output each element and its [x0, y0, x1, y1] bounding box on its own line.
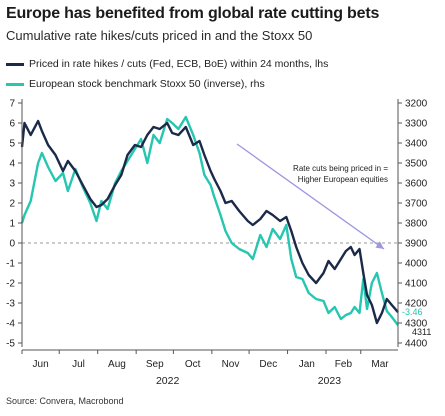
x-tick-label: Dec — [259, 359, 277, 370]
legend: Priced in rate hikes / cuts (Fed, ECB, B… — [6, 54, 328, 94]
x-year-label: 2023 — [318, 375, 342, 387]
y-right-tick-label: 3400 — [405, 139, 428, 150]
x-tick-label: Nov — [222, 359, 240, 370]
y-left-tick-label: -3 — [6, 299, 15, 310]
annotation-arrow — [236, 143, 385, 250]
x-tick-label: Aug — [108, 359, 126, 370]
legend-item-rate: Priced in rate hikes / cuts (Fed, ECB, B… — [6, 54, 328, 74]
y-right-tick-label: 4000 — [405, 259, 428, 270]
chart-subtitle: Cumulative rate hikes/cuts priced in and… — [6, 28, 313, 43]
x-tick-label: Sep — [146, 359, 164, 370]
y-right-tick-label: 3200 — [405, 99, 428, 110]
y-left-tick-label: 0 — [9, 239, 15, 250]
end-label-stoxx: 4311 — [412, 327, 431, 337]
y-right-tick-label: 3900 — [405, 239, 428, 250]
series-line-stoxx50 — [20, 115, 399, 326]
x-tick-label: Feb — [335, 359, 353, 370]
y-right-tick-label: 4400 — [405, 339, 428, 350]
y-left-tick-label: 2 — [9, 199, 15, 210]
x-tick-label: Jul — [72, 359, 85, 370]
legend-label-stoxx: European stock benchmark Stoxx 50 (inver… — [29, 78, 265, 90]
x-tick-label: Oct — [185, 359, 201, 370]
y-left-tick-label: -4 — [6, 319, 15, 330]
y-right-tick-label: 3300 — [405, 119, 428, 130]
y-right-tick-label: 3700 — [405, 199, 428, 210]
y-right-tick-label: 3600 — [405, 179, 428, 190]
legend-item-stoxx: European stock benchmark Stoxx 50 (inver… — [6, 74, 328, 94]
source-note: Source: Convera, Macrobond — [6, 396, 124, 406]
annotation-text-line1: Rate cuts being priced in = — [293, 164, 388, 173]
y-right-tick-label: 3800 — [405, 219, 428, 230]
end-label-rate: -3.46 — [402, 307, 423, 317]
annotation-text-line2: Higher European equities — [298, 175, 388, 184]
y-left-tick-label: 4 — [9, 159, 15, 170]
x-tick-label: Jun — [33, 359, 49, 370]
y-left-tick-label: 1 — [9, 219, 15, 230]
legend-swatch-rate — [6, 62, 24, 66]
y-left-tick-label: -1 — [6, 259, 15, 270]
y-left-tick-label: -5 — [6, 339, 15, 350]
x-year-label: 2022 — [156, 375, 180, 387]
series-line-rate-pricing — [20, 119, 399, 325]
y-left-tick-label: 5 — [9, 139, 15, 150]
y-right-tick-label: 3500 — [405, 159, 428, 170]
y-right-tick-label: 4200 — [405, 299, 428, 310]
legend-swatch-stoxx — [6, 82, 24, 86]
y-left-tick-label: 7 — [9, 99, 15, 110]
x-tick-label: Jan — [299, 359, 315, 370]
y-left-tick-label: 6 — [9, 119, 15, 130]
x-tick-label: Mar — [371, 359, 389, 370]
chart-title: Europe has benefited from global rate cu… — [6, 5, 380, 22]
y-left-tick-label: 3 — [9, 179, 15, 190]
y-right-tick-label: 4100 — [405, 279, 428, 290]
y-right-tick-label: 4300 — [405, 319, 428, 330]
y-left-tick-label: -2 — [6, 279, 15, 290]
legend-label-rate: Priced in rate hikes / cuts (Fed, ECB, B… — [29, 58, 329, 70]
